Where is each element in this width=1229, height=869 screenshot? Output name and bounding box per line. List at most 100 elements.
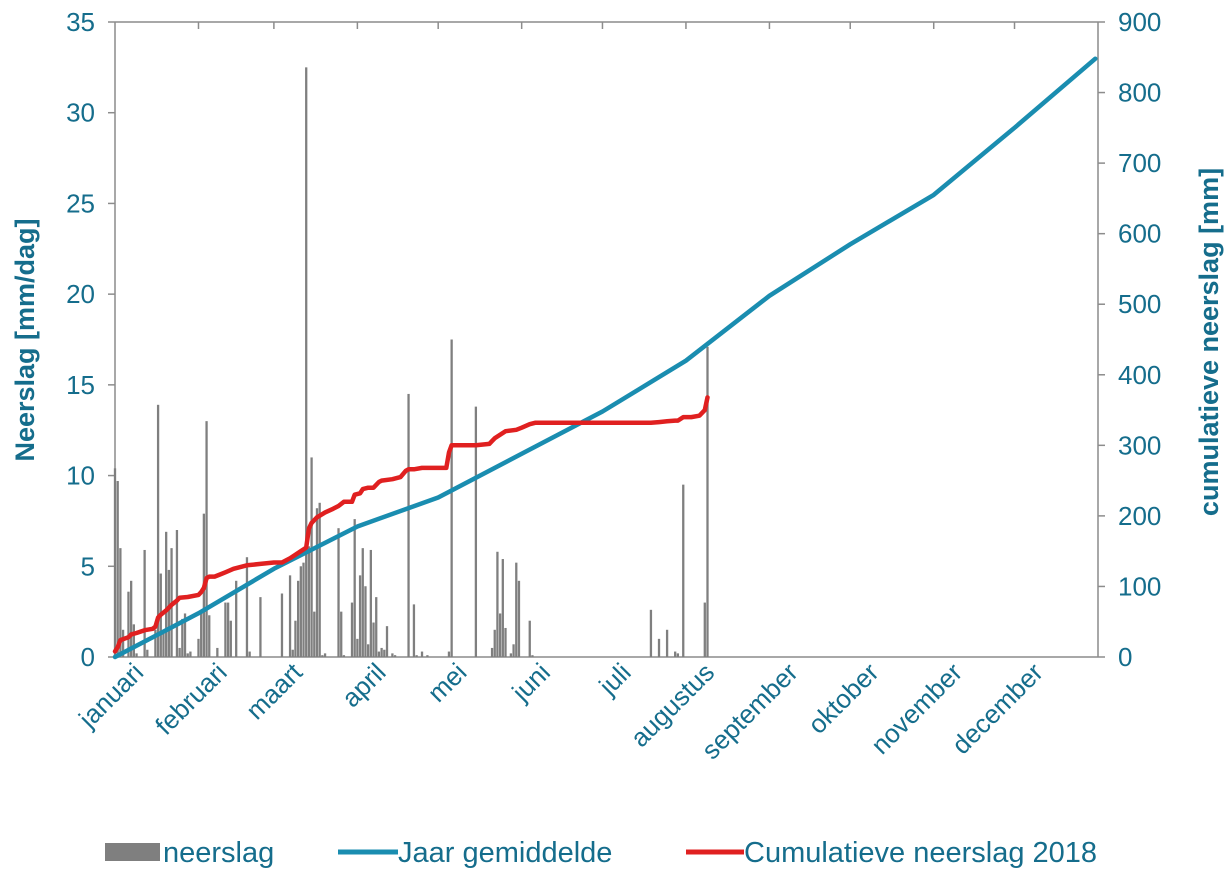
right-tick-label: 0 <box>1118 642 1132 672</box>
right-tick-label: 900 <box>1118 7 1161 37</box>
precip-bar <box>121 629 125 657</box>
bars-layer <box>113 67 709 658</box>
cumulative-2018-line <box>112 395 710 654</box>
right-tick-label: 800 <box>1118 78 1161 108</box>
legend-swatch-neerslag <box>105 843 160 861</box>
precip-bar <box>248 651 251 657</box>
precip-bar <box>189 651 192 657</box>
month-label: mei <box>422 657 473 708</box>
precip-bar <box>245 557 249 657</box>
precip-bar <box>216 647 219 657</box>
precip-bar <box>183 613 187 657</box>
precip-bar <box>135 653 138 657</box>
legend: neerslag Jaar gemiddelde Cumulatieve neers… <box>105 837 1097 869</box>
precip-bar <box>450 339 453 657</box>
precip-bar <box>156 404 160 657</box>
precip-bar <box>361 548 364 657</box>
precip-bar <box>420 651 424 657</box>
precip-bar <box>186 653 189 657</box>
precip-bar <box>302 562 305 657</box>
precip-bar <box>501 559 504 657</box>
precip-bar <box>493 629 496 657</box>
month-label: april <box>336 657 392 713</box>
precip-bar <box>280 593 284 657</box>
precip-bar <box>288 575 292 657</box>
left-tick-label: 5 <box>81 551 95 581</box>
left-tick-label: 25 <box>66 188 95 218</box>
month-label: februari <box>149 657 233 741</box>
precip-bar <box>165 531 168 657</box>
precip-bar <box>385 626 389 657</box>
precip-bar <box>356 638 359 657</box>
precip-bar <box>342 655 346 657</box>
precip-bar <box>296 580 300 657</box>
precip-bar <box>353 519 356 657</box>
precip-bar <box>337 528 340 657</box>
precip-bar <box>517 580 521 657</box>
right-tick-label: 200 <box>1118 501 1161 531</box>
precip-bar <box>515 562 518 657</box>
precip-bar <box>291 649 294 657</box>
month-label: juli <box>592 657 636 701</box>
left-tick-label: 35 <box>66 7 95 37</box>
precip-bar <box>375 597 378 657</box>
precip-bar <box>315 508 319 657</box>
precip-bar <box>380 647 383 657</box>
precip-bar <box>119 548 122 657</box>
precip-bar <box>412 604 416 657</box>
precip-bar <box>682 484 685 657</box>
precip-bar <box>162 633 165 657</box>
right-tick-label: 100 <box>1118 571 1161 601</box>
precip-bar <box>358 575 362 657</box>
labels-layer: 0 5 10 15 20 25 30 35 0 100 200 300 400 500 600 700 800 9… <box>10 7 1224 765</box>
precip-bar <box>310 457 313 657</box>
precip-bar <box>208 615 211 657</box>
precip-bar <box>130 580 133 657</box>
precip-bar <box>318 502 321 657</box>
right-tick-label: 600 <box>1118 219 1161 249</box>
precip-bar <box>143 549 146 657</box>
legend-label-jaar-gemiddelde: Jaar gemiddelde <box>398 837 612 869</box>
year-average-line <box>112 56 1098 660</box>
precip-bar <box>407 393 410 657</box>
precip-bar <box>350 602 354 657</box>
right-tick-label: 500 <box>1118 289 1161 319</box>
precip-bar <box>235 580 238 657</box>
precip-bar <box>367 644 370 657</box>
right-tick-label: 400 <box>1118 360 1161 390</box>
precip-bar <box>528 620 531 657</box>
precip-bar <box>383 649 386 657</box>
left-axis-title: Neerslag [mm/dag] <box>10 218 40 461</box>
precip-bar <box>146 649 149 657</box>
precip-bar <box>205 421 208 657</box>
precip-bar <box>259 597 262 657</box>
axes-layer <box>108 21 1105 658</box>
left-tick-label: 15 <box>66 370 95 400</box>
precip-bar <box>426 655 429 657</box>
precip-bar <box>113 468 117 657</box>
precip-bar <box>706 346 709 657</box>
precip-bar <box>393 655 397 657</box>
precip-bar <box>509 653 513 657</box>
precip-bar <box>474 406 478 657</box>
legend-label-neerslag: neerslag <box>163 837 274 869</box>
precip-bar <box>132 624 135 657</box>
precip-bar <box>377 651 381 657</box>
right-axis-title: cumulatieve neerslag [mm] <box>1194 168 1224 516</box>
precip-bar <box>323 653 327 657</box>
precip-bar <box>340 611 343 657</box>
month-label: maart <box>240 656 309 725</box>
precip-bar <box>447 651 451 657</box>
precip-bar <box>665 629 669 657</box>
month-label: oktober <box>802 657 885 740</box>
left-tick-label: 30 <box>66 98 95 128</box>
precip-bar <box>512 644 515 657</box>
precip-bar <box>181 618 184 657</box>
precip-bar <box>299 566 302 657</box>
left-tick-label: 20 <box>66 279 95 309</box>
precip-bar <box>504 627 507 657</box>
precip-bar <box>676 653 680 657</box>
precip-bar <box>154 629 157 657</box>
precip-bar <box>175 530 179 657</box>
precip-bar <box>226 602 230 657</box>
